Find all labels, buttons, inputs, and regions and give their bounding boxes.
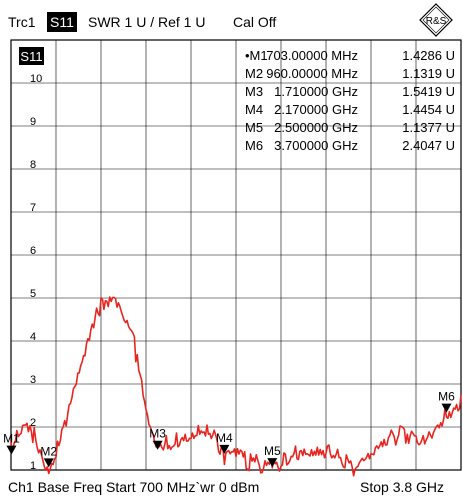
plot-frame	[10, 39, 462, 471]
marker-label: M6	[438, 390, 455, 404]
in-plot-badge-bg	[19, 47, 44, 65]
marker-triangle	[152, 440, 163, 450]
legend-marker-frequency: 1.710000 GHz	[274, 84, 358, 99]
legend-marker-value: 1.1319 U	[402, 66, 455, 81]
legend-marker-value: 1.1377 U	[402, 120, 455, 135]
y-tick-label: 8	[30, 159, 36, 171]
parameter-badge[interactable]: S11	[47, 12, 77, 32]
marker-triangle	[43, 458, 54, 468]
marker-triangle	[441, 403, 452, 413]
y-tick-label: 3	[30, 374, 36, 386]
legend-marker-value: 1.4286 U	[402, 48, 455, 63]
legend-marker-frequency: 3.700000 GHz	[274, 138, 358, 153]
legend-marker-name: M5	[245, 120, 263, 135]
marker-label: M1	[3, 432, 20, 446]
rs-logo-icon: R&S	[419, 3, 453, 37]
stop-frequency: Stop 3.8 GHz	[360, 479, 445, 495]
channel-info: Ch1 Base Freq Start 700 MHz`wr 0 dBm	[8, 479, 260, 495]
logo-text: R&S	[426, 16, 447, 27]
marker-label: M4	[216, 431, 233, 445]
trace-markers: M1 M2 M3 M4 M5 M6	[3, 390, 455, 468]
y-tick-label: 5	[30, 288, 36, 300]
y-tick-label: 1	[30, 460, 36, 472]
y-tick-label: 10	[30, 73, 42, 85]
legend-marker-name: M2	[245, 66, 263, 81]
marker-triangle	[219, 444, 230, 454]
legend-marker-frequency: 2.500000 GHz	[274, 120, 358, 135]
legend-marker-frequency: 960.00000 MHz	[266, 66, 358, 81]
marker-triangle	[267, 458, 278, 468]
y-tick-label: 9	[30, 116, 36, 128]
marker-label: M3	[149, 427, 166, 441]
y-tick-label: 2	[30, 417, 36, 429]
marker-triangle	[6, 445, 17, 455]
trace-line	[10, 296, 462, 477]
legend-marker-name: M3	[245, 84, 263, 99]
y-tick-label: 7	[30, 202, 36, 214]
legend-marker-value: 1.4454 U	[402, 102, 455, 117]
grid	[11, 40, 461, 471]
trace-label[interactable]: Trc1	[8, 14, 36, 30]
legend-marker-frequency: 703.00000 MHz	[266, 48, 358, 63]
y-tick-label: 6	[30, 245, 36, 257]
legend-marker-value: 1.5419 U	[402, 84, 455, 99]
y-tick-labels: 1 2 3 4 5 6 7 8 9 10	[30, 73, 42, 472]
legend-marker-name: M4	[245, 102, 263, 117]
legend-marker-name: •M1	[245, 48, 268, 63]
in-plot-badge-text: S11	[20, 49, 42, 64]
legend-marker-value: 2.4047 U	[402, 138, 455, 153]
legend-marker-frequency: 2.170000 GHz	[274, 102, 358, 117]
format-label[interactable]: SWR 1 U / Ref 1 U	[88, 14, 206, 30]
marker-label: M5	[264, 444, 281, 458]
legend-marker-name: M6	[245, 138, 263, 153]
calibration-status[interactable]: Cal Off	[233, 14, 277, 30]
in-plot-badge: S11	[19, 47, 44, 65]
y-tick-label: 4	[30, 331, 36, 343]
marker-label: M2	[40, 444, 57, 458]
